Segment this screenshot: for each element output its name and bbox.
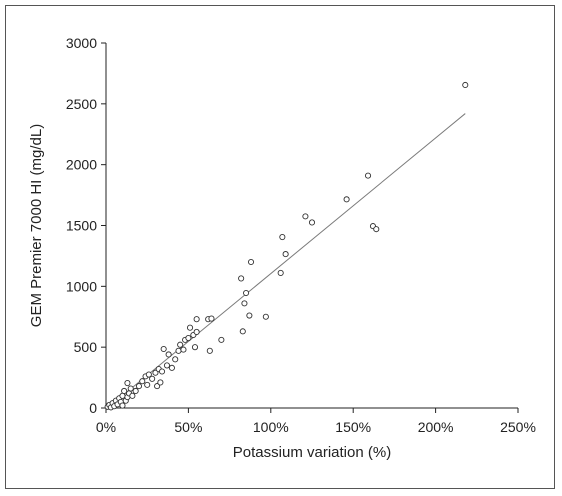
y-tick-label: 3000: [66, 35, 97, 51]
data-point: [152, 369, 159, 376]
x-tick-label: 250%: [500, 419, 536, 435]
data-point: [262, 313, 269, 320]
y-tick-label: 0: [89, 400, 97, 416]
data-point: [282, 251, 289, 258]
x-axis-title: Potassium variation (%): [233, 444, 391, 461]
data-point: [246, 312, 253, 319]
data-point: [343, 196, 350, 203]
data-point: [139, 378, 146, 385]
data-point: [157, 379, 164, 386]
data-point: [239, 328, 246, 335]
x-tick-label: 0%: [96, 419, 116, 435]
data-point: [119, 392, 126, 399]
x-tick-label: 50%: [174, 419, 202, 435]
x-axis: 0% 50% 100% 150% 200% 250%: [96, 407, 536, 435]
data-point: [277, 269, 284, 277]
data-point: [186, 324, 194, 331]
data-point: [149, 375, 156, 382]
data-point: [165, 351, 172, 358]
data-point: [180, 346, 187, 353]
data-point: [308, 219, 316, 226]
trendline: [105, 113, 466, 410]
data-point: [172, 356, 179, 363]
data-point: [279, 234, 286, 241]
data-point: [154, 383, 161, 390]
data-point: [168, 364, 175, 371]
data-point: [218, 336, 225, 343]
data-point: [163, 362, 171, 369]
data-point: [302, 213, 309, 220]
data-point: [160, 345, 167, 353]
y-tick-label: 1000: [66, 278, 97, 294]
chart-frame: 0 500 1000 1500 2000 2500 3000 0% 50% 100% 150% 20…: [5, 5, 555, 489]
data-point: [158, 368, 166, 375]
data-point: [373, 226, 380, 233]
data-point: [135, 383, 143, 390]
data-point: [206, 347, 213, 354]
y-tick-label: 1500: [66, 218, 97, 234]
data-point: [208, 315, 215, 322]
data-point: [145, 371, 152, 378]
data-point: [129, 392, 136, 399]
data-point: [191, 344, 199, 351]
data-point: [193, 316, 200, 323]
y-tick-label: 500: [74, 339, 98, 355]
data-point: [175, 347, 182, 354]
data-point: [462, 81, 469, 89]
y-tick-label: 2500: [66, 96, 97, 112]
y-axis: 0 500 1000 1500 2000 2500 3000: [66, 35, 107, 416]
data-point: [132, 387, 139, 395]
y-tick-label: 2000: [66, 157, 97, 173]
data-point: [247, 258, 255, 266]
data-point: [241, 300, 248, 307]
data-points: [104, 81, 469, 411]
data-point: [121, 387, 128, 395]
data-point: [119, 402, 126, 409]
x-tick-label: 150%: [335, 419, 371, 435]
y-axis-title: GEM Premier 7000 HI (mg/dL): [28, 124, 45, 327]
scatter-chart: 0 500 1000 1500 2000 2500 3000 0% 50% 100% 150% 20…: [28, 35, 536, 461]
data-point: [144, 381, 151, 388]
data-point: [177, 341, 184, 348]
data-point: [127, 385, 134, 392]
data-point: [193, 328, 200, 336]
data-point: [364, 172, 372, 179]
trendline-group: [105, 113, 466, 410]
data-point: [185, 334, 192, 342]
data-point: [124, 380, 131, 387]
x-tick-label: 100%: [253, 419, 289, 435]
x-tick-label: 200%: [418, 419, 454, 435]
data-point: [243, 289, 250, 297]
data-point: [238, 275, 245, 282]
